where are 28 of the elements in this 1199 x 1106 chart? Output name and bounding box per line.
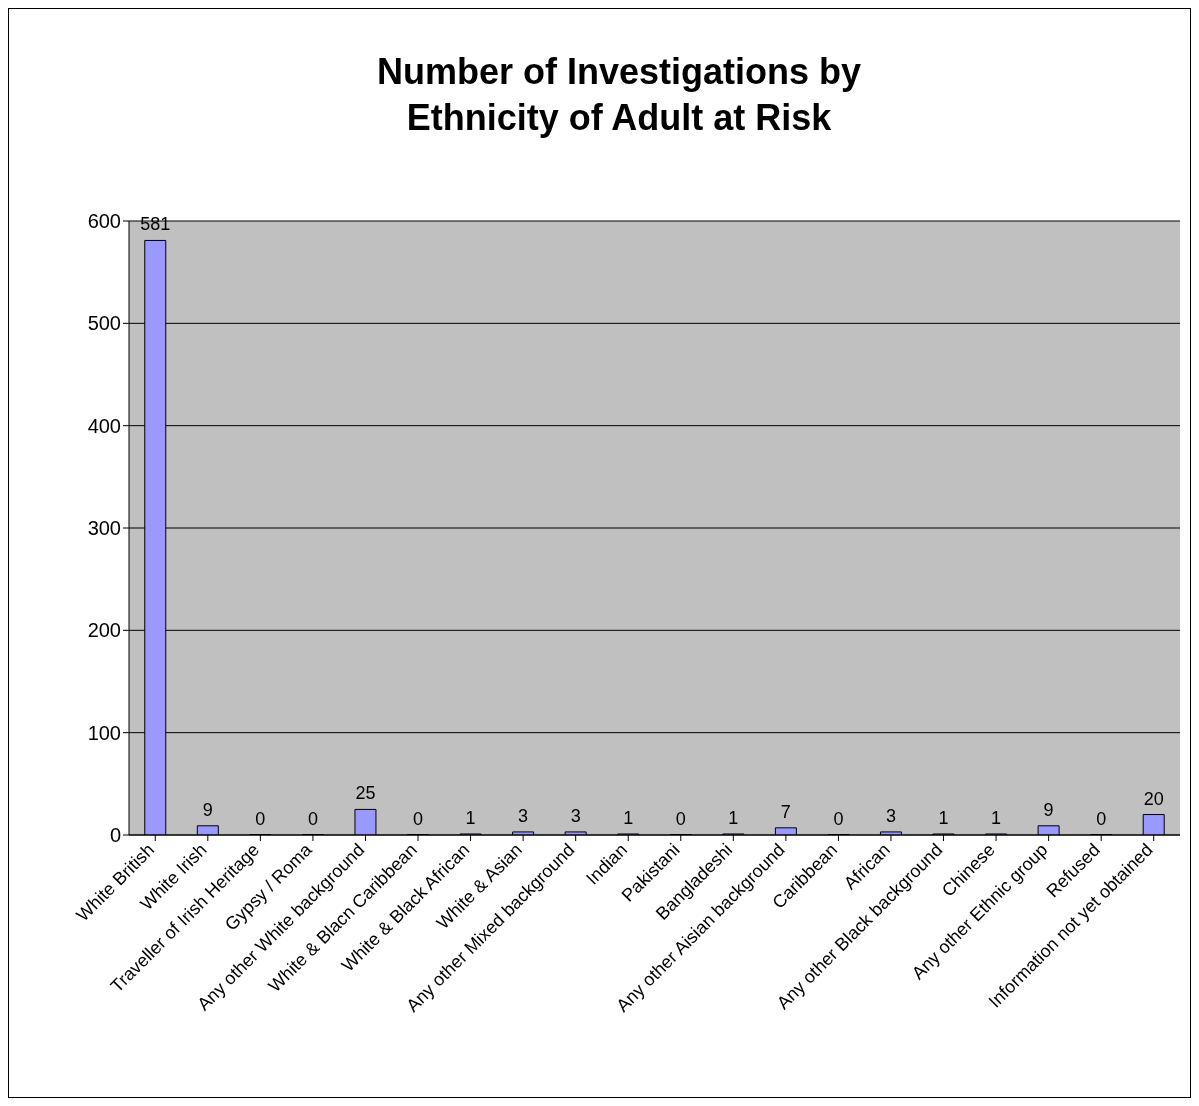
y-tick-label: 400 bbox=[87, 414, 121, 437]
data-label: 0 bbox=[413, 808, 424, 829]
data-label: 9 bbox=[1043, 799, 1054, 820]
y-tick-label: 300 bbox=[87, 517, 121, 540]
data-label: 0 bbox=[675, 808, 686, 829]
y-tick-label: 500 bbox=[87, 312, 121, 335]
data-label: 0 bbox=[307, 808, 318, 829]
data-label: 3 bbox=[885, 805, 896, 826]
data-label: 7 bbox=[780, 801, 791, 822]
data-label: 3 bbox=[570, 805, 581, 826]
data-label: 0 bbox=[255, 808, 266, 829]
y-tick-label: 0 bbox=[109, 824, 121, 847]
data-label: 0 bbox=[833, 808, 844, 829]
chart-title: Number of Investigations by Ethnicity of Adult at Risk bbox=[375, 50, 863, 140]
data-label: 581 bbox=[140, 214, 171, 235]
data-label: 0 bbox=[1096, 808, 1107, 829]
data-label: 3 bbox=[518, 805, 529, 826]
data-label: 9 bbox=[202, 799, 213, 820]
data-label: 1 bbox=[991, 807, 1002, 828]
data-label: 1 bbox=[728, 807, 739, 828]
data-label: 1 bbox=[938, 807, 949, 828]
y-tick-label: 100 bbox=[87, 721, 121, 744]
data-label: 20 bbox=[1143, 788, 1164, 809]
data-label: 1 bbox=[465, 807, 476, 828]
data-label: 25 bbox=[355, 783, 376, 804]
y-tick-label: 200 bbox=[87, 619, 121, 642]
y-tick-label: 600 bbox=[87, 210, 121, 233]
data-label: 1 bbox=[623, 807, 634, 828]
